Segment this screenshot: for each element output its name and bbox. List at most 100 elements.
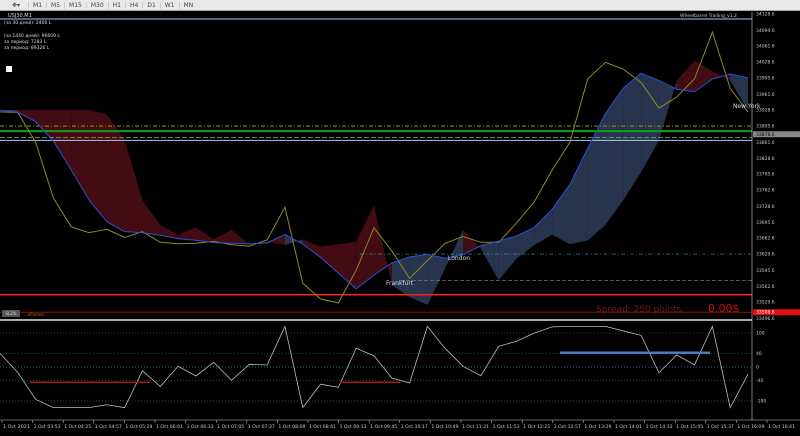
price-tick: 33662.6 <box>756 236 775 242</box>
cloud-segment <box>374 205 392 286</box>
toolbar: ✥▾ M1 M5 M15 M30 H1 H4 D1 W1 MN <box>0 0 800 11</box>
cloud-segment <box>516 227 535 259</box>
cloud-segment <box>658 80 677 141</box>
cloud-segment <box>356 205 374 289</box>
cloud-segment <box>694 60 713 92</box>
price-tick: 33861.6 <box>756 140 775 146</box>
time-label: 1 Oct 12:57 <box>554 424 581 430</box>
cloud-segment <box>302 239 321 258</box>
bottom-label2: ...nFomeo <box>24 312 44 317</box>
cloud-segment <box>195 227 214 243</box>
time-label: 1 Oct 07:05 <box>217 424 244 430</box>
price-tick: 33728.6 <box>756 204 775 210</box>
time-label: 1 Oct 10:17 <box>401 424 428 430</box>
timeframe-m5[interactable]: M5 <box>46 1 64 9</box>
osc-tick: 100 <box>756 331 765 337</box>
time-label: 1 Oct 08:41 <box>309 424 336 430</box>
current-price-tag <box>753 131 800 138</box>
timeframe-h4[interactable]: H4 <box>125 1 142 9</box>
time-label: 1 Oct 08:09 <box>278 424 305 430</box>
cloud-segment <box>676 60 695 92</box>
cloud-segment <box>160 224 179 239</box>
cloud-segment <box>730 74 748 111</box>
price-tick: 33961.6 <box>756 92 775 98</box>
timeframe-d1[interactable]: D1 <box>142 1 159 9</box>
time-label: 1 Oct 15:05 <box>676 424 703 430</box>
info-line: за период: 7283 L <box>4 40 47 45</box>
signal-line <box>0 72 749 290</box>
timeframe-mn[interactable]: MN <box>178 1 198 9</box>
timeframe-h1[interactable]: H1 <box>107 1 125 9</box>
osc-tick: -100 <box>756 398 766 404</box>
time-label: 1 Oct 09:45 <box>370 424 397 430</box>
price-tick: 33895.6 <box>756 124 775 130</box>
time-label: 1 Oct 15:37 <box>707 424 734 430</box>
time-label: 1 Oct 2021 <box>3 424 30 430</box>
price-tick: 33795.6 <box>756 172 775 178</box>
price-tick: 33562.6 <box>756 284 775 290</box>
price-tick: 33995.6 <box>756 75 775 81</box>
session-frankfurt: Frankfurt <box>386 280 414 287</box>
osc-tick: 0 <box>756 365 759 371</box>
cloud-segment <box>213 229 232 244</box>
time-label: 1 Oct 12:25 <box>523 424 550 430</box>
cloud-segment <box>35 110 54 142</box>
cloud-segment <box>320 244 339 274</box>
cloud-segment <box>231 229 250 245</box>
bottom-label[interactable]: SL2% <box>2 310 20 317</box>
time-label: 1 Oct 05:29 <box>125 424 152 430</box>
cloud-segment <box>338 241 357 289</box>
price-line <box>0 30 749 304</box>
cloud-segment <box>623 73 642 200</box>
cloud-segment <box>89 110 107 222</box>
session-new-york: New York <box>733 103 761 110</box>
timeframe-m1[interactable]: M1 <box>28 1 46 9</box>
cloud-segment <box>142 199 161 236</box>
checkbox[interactable] <box>6 66 12 72</box>
timeframe-m30[interactable]: M30 <box>85 1 108 9</box>
time-label: 1 Oct 09:13 <box>340 424 367 430</box>
time-label: 1 Oct 10:49 <box>431 424 458 430</box>
cloud-segment <box>445 229 464 269</box>
red-price: 33508.6 <box>756 310 775 316</box>
cloud-segment <box>71 110 90 200</box>
price-tick: 33629.6 <box>756 252 775 258</box>
price-tick: 33529.6 <box>756 300 775 306</box>
price-tick: 34061.6 <box>756 44 775 50</box>
time-label: 1 Oct 06:01 <box>156 424 183 430</box>
symbol-label: USJ30,M1 <box>8 13 32 19</box>
price-tick: 33828.6 <box>756 156 775 162</box>
price-tick: 34094.6 <box>756 28 775 34</box>
spread-text: Spread: 250 points. <box>596 305 684 315</box>
expert-name: Wheelbarrel Trailing_v1.2 <box>680 13 737 19</box>
time-label: 1 Oct 13:29 <box>584 424 611 430</box>
cloud-segment <box>534 209 553 246</box>
cloud-segment <box>480 241 499 281</box>
cloud-segment <box>463 229 481 255</box>
session-london: London <box>448 255 470 262</box>
price-tick: 33496.6 <box>756 316 775 322</box>
time-label: 1 Oct 11:21 <box>462 424 489 430</box>
timeframe-w1[interactable]: W1 <box>159 1 179 9</box>
price-tick: 33928.6 <box>756 108 775 114</box>
price-axis <box>752 12 800 420</box>
time-label: 1 Oct 14:33 <box>646 424 673 430</box>
time-label: 1 Oct 04:25 <box>64 424 91 430</box>
osc-tick: 40 <box>756 351 762 357</box>
cursor-tools-icon[interactable]: ✥▾ <box>12 1 21 9</box>
price-tick: 33695.6 <box>756 220 775 226</box>
chart-window[interactable]: 34128.6 34094.6 34061.6 34028.6 33995.6 33961… <box>0 12 800 432</box>
cloud-segment <box>552 184 570 245</box>
cloud-segment <box>124 140 143 233</box>
cloud-segment <box>178 227 196 241</box>
price-tick: 34028.6 <box>756 60 775 66</box>
time-label: 1 Oct 06:33 <box>187 424 214 430</box>
time-label: 1 Oct 16:09 <box>737 424 764 430</box>
red-price-tag <box>753 309 800 316</box>
time-label: 1 Oct 04:57 <box>95 424 122 430</box>
timeframe-m15[interactable]: M15 <box>64 1 86 9</box>
cloud-segment <box>569 148 588 245</box>
time-label: 1 Oct 11:53 <box>493 424 520 430</box>
price-tick: 33595.6 <box>756 268 775 274</box>
price-tick: 33762.6 <box>756 188 775 194</box>
